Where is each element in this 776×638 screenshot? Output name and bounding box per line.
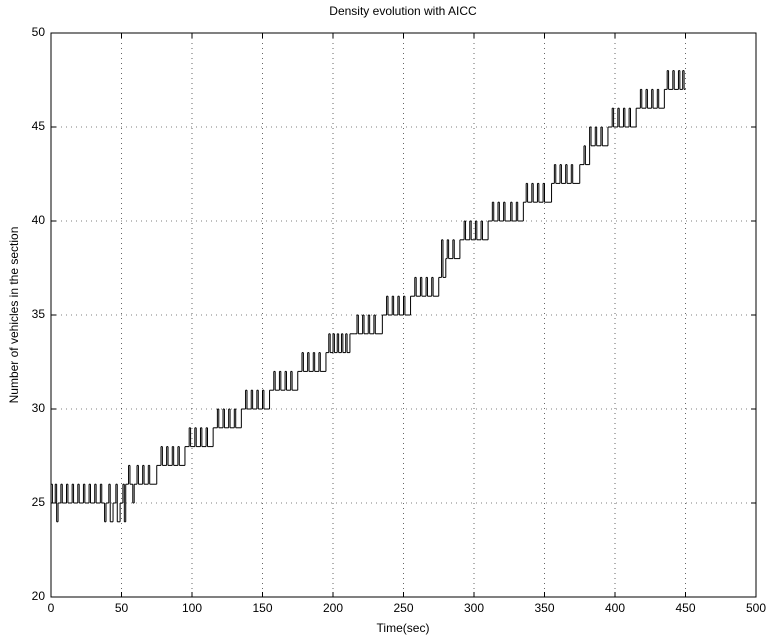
plot-frame bbox=[50, 32, 757, 598]
y-tick-label: 35 bbox=[32, 307, 46, 321]
y-tick-label: 25 bbox=[32, 495, 46, 509]
x-tick-label: 450 bbox=[675, 601, 695, 615]
y-tick-label: 20 bbox=[32, 589, 46, 603]
x-tick-label: 250 bbox=[393, 601, 413, 615]
x-tick-label: 150 bbox=[252, 601, 272, 615]
x-tick-label: 400 bbox=[605, 601, 625, 615]
y-tick-label: 40 bbox=[32, 213, 46, 227]
x-tick-label: 500 bbox=[746, 601, 766, 615]
y-tick-label: 50 bbox=[32, 25, 46, 39]
x-tick-label: 0 bbox=[48, 601, 55, 615]
x-axis-label: Time(sec) bbox=[377, 621, 430, 635]
chart-title: Density evolution with AICC bbox=[329, 4, 477, 18]
y-tick-label: 45 bbox=[32, 119, 46, 133]
x-tick-label: 300 bbox=[464, 601, 484, 615]
y-tick-label: 30 bbox=[32, 401, 46, 415]
x-tick-label: 350 bbox=[534, 601, 554, 615]
y-axis-label: Number of vehicles in the section bbox=[7, 227, 21, 404]
x-tick-label: 100 bbox=[182, 601, 202, 615]
x-tick-label: 50 bbox=[115, 601, 129, 615]
x-tick-label: 200 bbox=[323, 601, 343, 615]
